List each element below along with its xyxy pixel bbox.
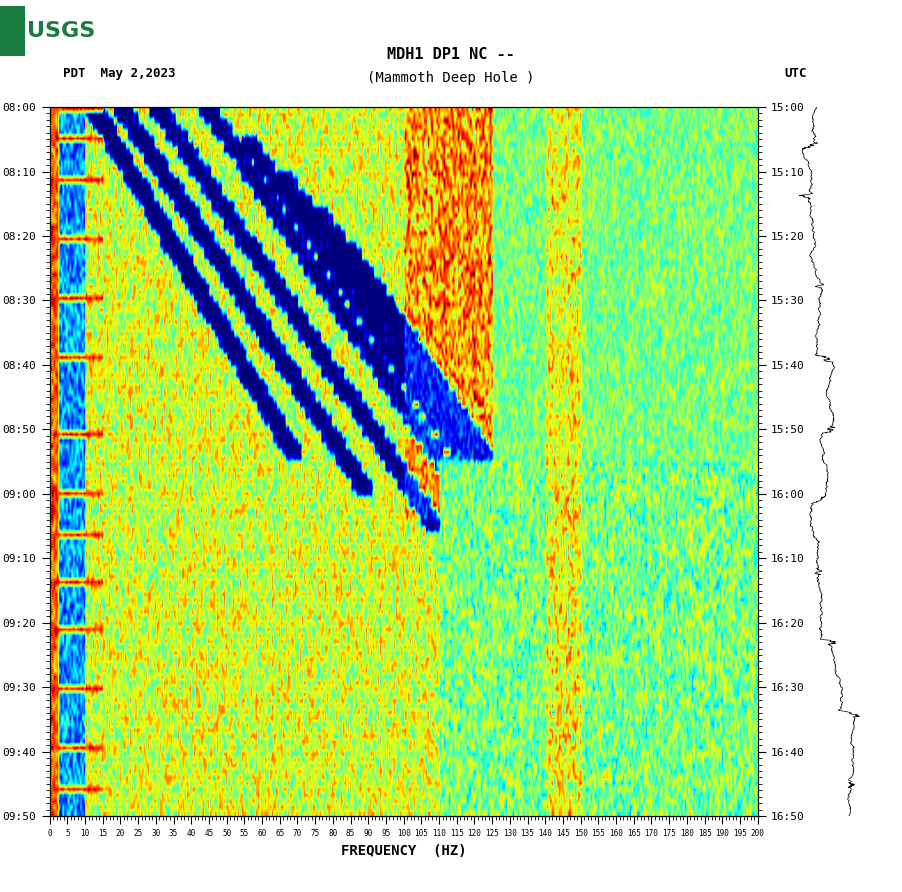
X-axis label: FREQUENCY  (HZ): FREQUENCY (HZ) bbox=[341, 844, 466, 858]
Text: MDH1 DP1 NC --: MDH1 DP1 NC -- bbox=[387, 47, 515, 62]
Text: UTC: UTC bbox=[785, 67, 807, 80]
Bar bbox=[0, 6, 25, 56]
Text: (Mammoth Deep Hole ): (Mammoth Deep Hole ) bbox=[367, 70, 535, 85]
Text: PDT  May 2,2023: PDT May 2,2023 bbox=[63, 67, 176, 80]
Text: USGS: USGS bbox=[27, 21, 96, 41]
